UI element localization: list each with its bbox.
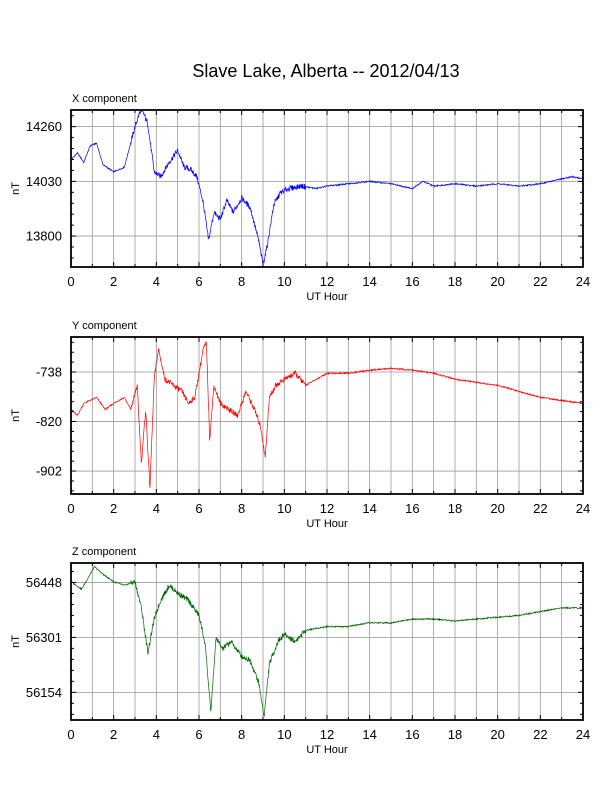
x-tick-label: 24 [576,501,590,516]
x-tick-label: 20 [490,727,504,742]
x-tick-label: 4 [153,727,160,742]
x-tick-label: 6 [195,274,202,289]
x-tick-label: 18 [448,501,462,516]
y-tick-label: 14260 [26,119,62,134]
x-tick-label: 4 [153,501,160,516]
x-axis-label: UT Hour [306,291,348,303]
y-tick-label: -902 [36,464,62,479]
x-axis-label: UT Hour [306,744,348,756]
x-tick-label: 2 [110,274,117,289]
y-axis-label: nT [10,409,22,422]
x-tick-label: 6 [195,727,202,742]
x-tick-label: 14 [362,501,376,516]
y-tick-label: 14030 [26,174,62,189]
x-tick-label: 18 [448,727,462,742]
x-tick-label: 14 [362,727,376,742]
series-line [70,341,584,488]
panel-title: Z component [72,546,136,558]
x-tick-label: 12 [320,501,334,516]
x-tick-label: 8 [238,727,245,742]
x-tick-label: 16 [405,274,419,289]
y-axis-label: nT [10,635,22,648]
y-axis-label: nT [10,182,22,195]
x-tick-label: 0 [67,274,74,289]
series-line [70,110,584,266]
x-tick-label: 16 [405,501,419,516]
x-tick-label: 14 [362,274,376,289]
x-tick-label: 24 [576,274,590,289]
x-tick-label: 0 [67,501,74,516]
x-tick-label: 0 [67,727,74,742]
series-line [70,565,584,717]
x-tick-label: 8 [238,501,245,516]
x-tick-label: 20 [490,274,504,289]
x-tick-label: 8 [238,274,245,289]
y-tick-label: -738 [36,365,62,380]
x-tick-label: 2 [110,501,117,516]
x-tick-label: 22 [533,501,547,516]
x-tick-label: 12 [320,274,334,289]
y-tick-label: 56154 [26,685,62,700]
x-tick-label: 10 [277,727,291,742]
panel-title: Y component [72,320,137,332]
x-tick-label: 16 [405,727,419,742]
x-tick-label: 10 [277,274,291,289]
x-tick-label: 12 [320,727,334,742]
x-tick-label: 10 [277,501,291,516]
panel-title: X component [72,93,137,105]
y-tick-label: -820 [36,414,62,429]
x-tick-label: 2 [110,727,117,742]
x-tick-label: 4 [153,274,160,289]
x-tick-label: 24 [576,727,590,742]
y-tick-label: 13800 [26,229,62,244]
y-tick-label: 56301 [26,630,62,645]
x-tick-label: 6 [195,501,202,516]
x-tick-label: 22 [533,727,547,742]
figure-title: Slave Lake, Alberta -- 2012/04/13 [192,61,459,81]
x-tick-label: 22 [533,274,547,289]
x-tick-label: 20 [490,501,504,516]
x-axis-label: UT Hour [306,518,348,530]
x-tick-label: 18 [448,274,462,289]
y-tick-label: 56448 [26,575,62,590]
